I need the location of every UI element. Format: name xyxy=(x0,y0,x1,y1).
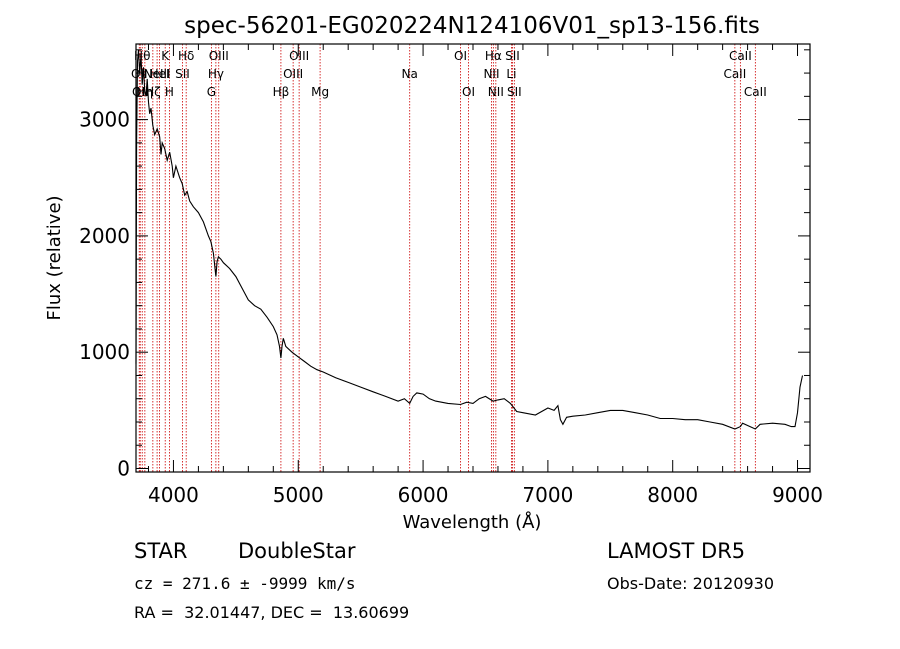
object-class: STAR xyxy=(134,539,188,563)
observation-date: Obs-Date: 20120930 xyxy=(607,574,775,593)
y-axis-label: Flux (relative) xyxy=(44,195,65,320)
spectral-line-label: Mg xyxy=(311,85,329,99)
spectral-line-label: Li xyxy=(506,67,516,81)
y-tick-label: 3000 xyxy=(79,108,130,132)
y-tick-label: 0 xyxy=(117,457,130,481)
spectral-line-label: NII xyxy=(488,85,504,99)
spectrum-line xyxy=(135,49,804,430)
spectral-line-label: NII xyxy=(483,67,499,81)
spectral-line-label: K xyxy=(161,49,170,63)
spectral-line-label: G xyxy=(207,85,216,99)
x-axis-label: Wavelength (Å) xyxy=(403,511,542,533)
y-tick-label: 1000 xyxy=(79,340,130,364)
spectral-line-label: Hδ xyxy=(178,49,194,63)
spectral-line-label: OI xyxy=(462,85,475,99)
spectral-line-label: Na xyxy=(402,67,418,81)
spectral-line-label: Hα xyxy=(485,49,502,63)
x-tick-label: 6000 xyxy=(398,483,449,507)
x-tick-label: 5000 xyxy=(273,483,324,507)
x-tick-label: 7000 xyxy=(522,483,573,507)
spectral-line-label: SII xyxy=(175,67,190,81)
spectral-line-label: Hγ xyxy=(208,67,224,81)
spectral-line-label: Hβ xyxy=(273,85,290,99)
spectral-line-label: OIII xyxy=(283,67,303,81)
sky-coordinates: RA = 32.01447, DEC = 13.60699 xyxy=(134,603,410,622)
x-axis-ticks: 4000 5000 6000 7000 8000 9000 xyxy=(147,44,823,507)
spectral-line-label: CaII xyxy=(723,67,746,81)
redshift-value: cz = 271.6 ± -9999 km/s xyxy=(134,574,356,593)
spectral-line-label: OI xyxy=(454,49,467,63)
y-axis-ticks: 0 1000 2000 3000 xyxy=(79,49,810,481)
spectral-line-label: Hζ xyxy=(145,85,161,99)
object-subclass: DoubleStar xyxy=(238,539,356,563)
spectral-line-labels: OIIOIIHθHηHζNeIIIHeIKHSIIHδGHγOIIIHβOIII… xyxy=(131,49,767,99)
y-tick-label: 2000 xyxy=(79,224,130,248)
spectral-line-label: OIII xyxy=(289,49,309,63)
x-tick-label: 9000 xyxy=(772,483,823,507)
spectral-line-label: CaII xyxy=(744,85,767,99)
x-tick-label: 4000 xyxy=(148,483,199,507)
spectral-line-label: SII xyxy=(507,85,522,99)
spectral-line-label: HeI xyxy=(150,67,170,81)
spectral-line-label: NeIII xyxy=(144,67,171,81)
chart-title: spec-56201-EG020224N124106V01_sp13-156.f… xyxy=(184,13,760,39)
spectral-line-markers xyxy=(138,44,756,472)
survey-name: LAMOST DR5 xyxy=(607,539,746,563)
spectral-line-label: OIII xyxy=(209,49,229,63)
spectral-line-label: CaII xyxy=(729,49,752,63)
plot-frame xyxy=(135,43,811,473)
spectral-line-label: SII xyxy=(505,49,520,63)
x-tick-label: 8000 xyxy=(647,483,698,507)
spectral-line-label: H xyxy=(165,85,174,99)
